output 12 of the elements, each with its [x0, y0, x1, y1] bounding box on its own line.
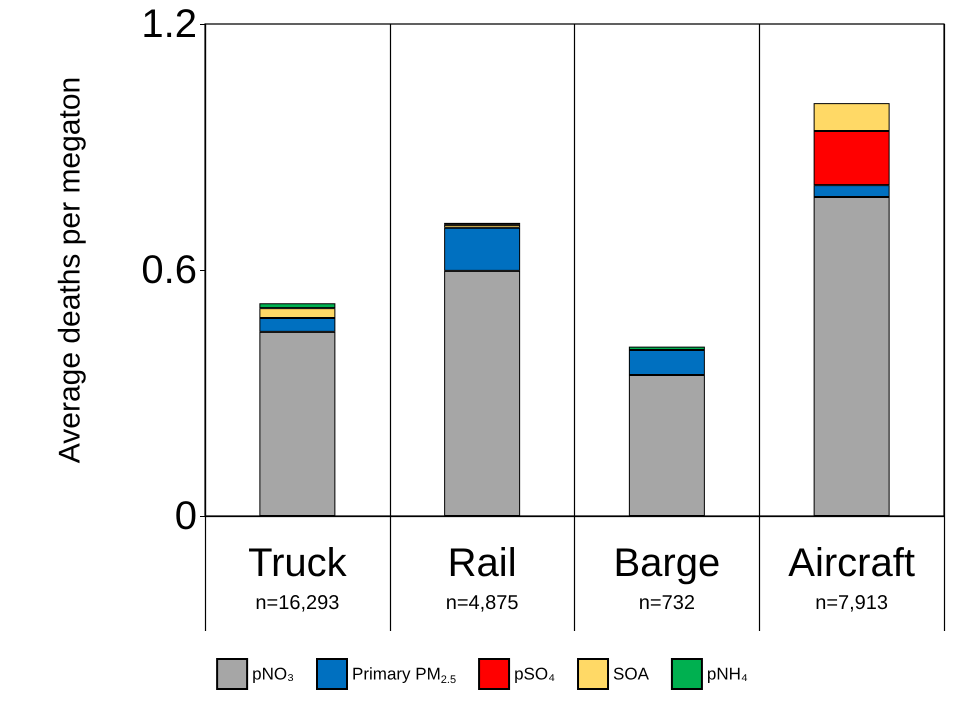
legend-label: pNO₃ [252, 664, 294, 684]
x-tick-label: Rail n=4,875 [446, 541, 519, 614]
legend-label: pNH₄ [706, 664, 748, 684]
y-axis-title: Average deaths per megaton [54, 76, 86, 464]
y-tick-label: 1.2 [141, 2, 197, 46]
x-tick-label: Aircraft n=7,913 [788, 541, 915, 614]
x-tick-label: Barge n=732 [614, 541, 720, 614]
y-tick-label: 0.6 [141, 248, 197, 292]
legend-label: SOA [613, 664, 650, 684]
y-tick-label: 0 [174, 494, 197, 538]
legend-label: pSO₄ [514, 664, 556, 684]
x-tick-label: Truck n=16,293 [248, 541, 348, 614]
